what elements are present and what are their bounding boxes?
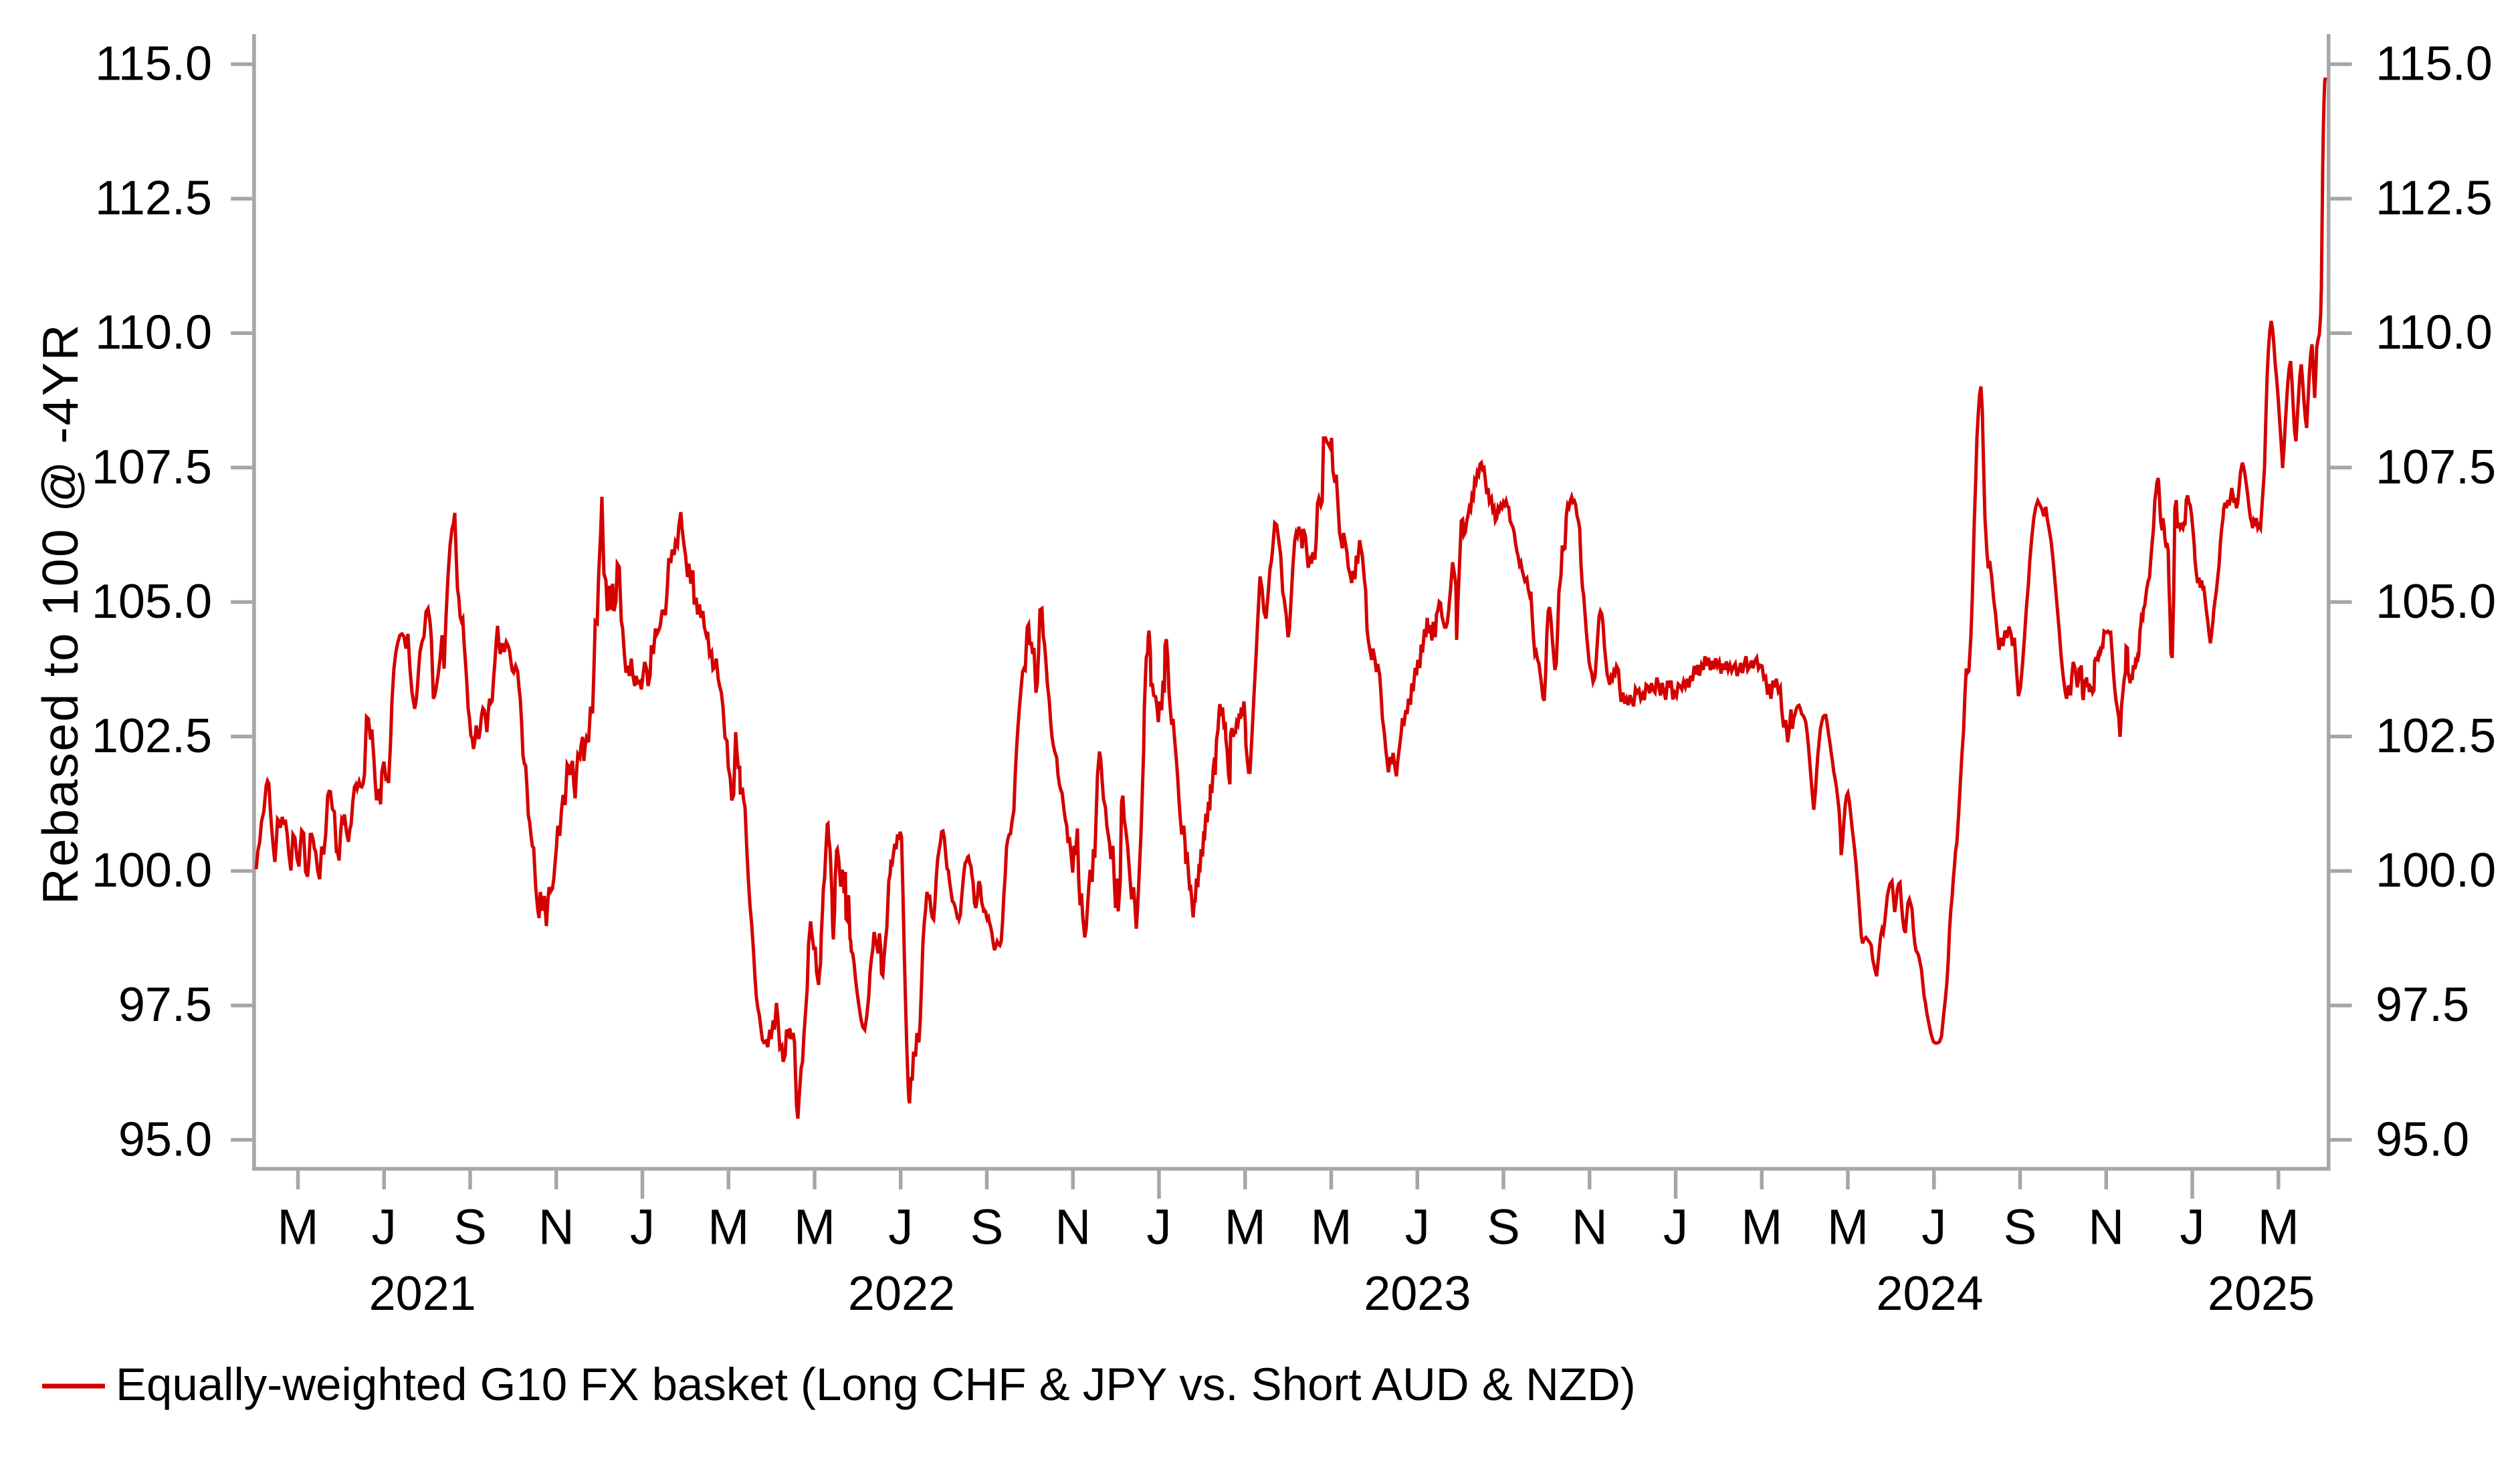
svg-text:J: J	[372, 1200, 397, 1255]
svg-text:J: J	[630, 1200, 655, 1255]
svg-text:95.0: 95.0	[118, 1113, 212, 1166]
svg-text:J: J	[1921, 1200, 1946, 1255]
svg-text:107.5: 107.5	[92, 441, 212, 494]
svg-text:Rebased to 100 @ -4YR: Rebased to 100 @ -4YR	[32, 323, 88, 905]
svg-text:M: M	[794, 1200, 835, 1255]
svg-text:N: N	[1572, 1200, 1608, 1255]
svg-text:110.0: 110.0	[2376, 306, 2493, 360]
svg-text:100.0: 100.0	[92, 844, 212, 897]
svg-text:S: S	[1487, 1200, 1520, 1255]
svg-text:J: J	[1146, 1200, 1171, 1255]
svg-text:M: M	[1741, 1200, 1782, 1255]
svg-text:97.5: 97.5	[2376, 978, 2469, 1032]
svg-text:N: N	[538, 1200, 574, 1255]
svg-text:112.5: 112.5	[2376, 172, 2493, 225]
svg-text:115.0: 115.0	[95, 37, 212, 91]
svg-text:N: N	[2088, 1200, 2124, 1255]
svg-text:102.5: 102.5	[92, 709, 212, 763]
svg-text:112.5: 112.5	[95, 172, 212, 225]
svg-text:110.0: 110.0	[95, 306, 212, 360]
svg-text:95.0: 95.0	[2376, 1113, 2469, 1166]
svg-text:2022: 2022	[848, 1267, 955, 1321]
svg-text:2024: 2024	[1876, 1267, 1983, 1321]
svg-text:M: M	[1827, 1200, 1869, 1255]
svg-text:2023: 2023	[1364, 1267, 1471, 1321]
svg-text:2021: 2021	[369, 1267, 476, 1321]
svg-text:S: S	[453, 1200, 487, 1255]
svg-text:M: M	[708, 1200, 749, 1255]
svg-text:105.0: 105.0	[92, 575, 212, 629]
svg-text:105.0: 105.0	[2376, 575, 2496, 629]
svg-text:M: M	[277, 1200, 318, 1255]
svg-text:M: M	[2258, 1200, 2299, 1255]
svg-text:102.5: 102.5	[2376, 709, 2496, 763]
svg-text:J: J	[888, 1200, 913, 1255]
svg-text:J: J	[2180, 1200, 2204, 1255]
svg-text:2025: 2025	[2208, 1267, 2315, 1321]
svg-text:100.0: 100.0	[2376, 844, 2496, 897]
svg-text:115.0: 115.0	[2376, 37, 2493, 91]
svg-text:J: J	[1663, 1200, 1688, 1255]
svg-text:107.5: 107.5	[2376, 441, 2496, 494]
svg-text:S: S	[2004, 1200, 2037, 1255]
svg-text:Equally-weighted G10 FX basket: Equally-weighted G10 FX basket (Long CHF…	[116, 1359, 1636, 1410]
svg-text:S: S	[970, 1200, 1004, 1255]
svg-text:M: M	[1310, 1200, 1352, 1255]
svg-text:N: N	[1055, 1200, 1091, 1255]
svg-text:J: J	[1405, 1200, 1430, 1255]
svg-text:97.5: 97.5	[118, 978, 212, 1032]
svg-text:M: M	[1225, 1200, 1266, 1255]
